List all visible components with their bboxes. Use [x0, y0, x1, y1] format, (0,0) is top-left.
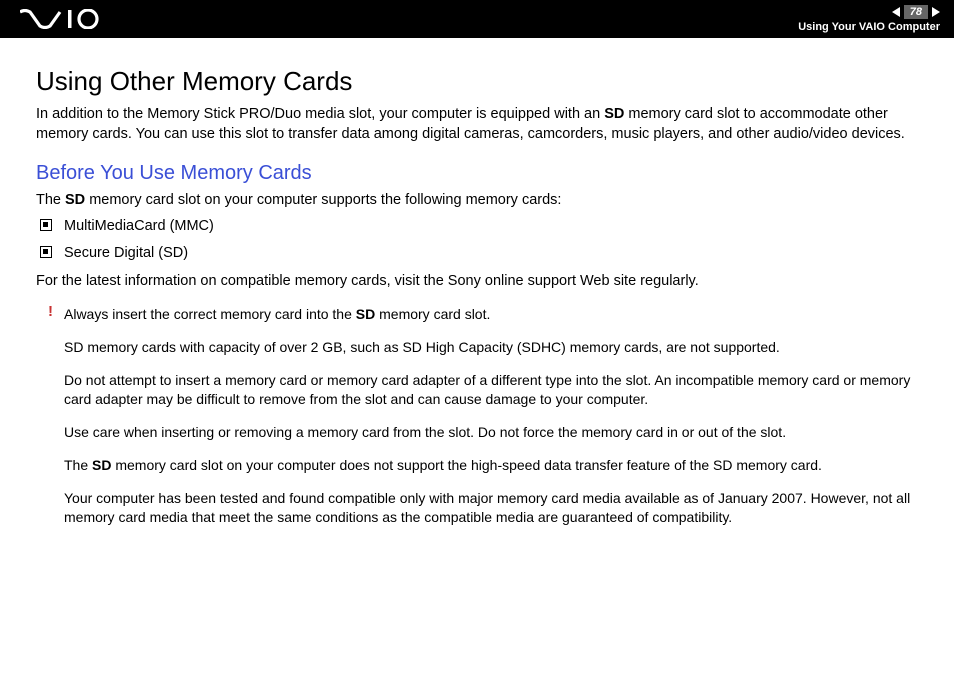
note-text: SD memory cards with capacity of over 2 … — [64, 338, 918, 357]
note-block: ! Always insert the correct memory card … — [36, 305, 918, 526]
bullet-list: MultiMediaCard (MMC) Secure Digital (SD) — [36, 217, 918, 266]
section-heading: Before You Use Memory Cards — [36, 162, 918, 185]
note-text: Always insert the correct memory card in… — [64, 305, 918, 324]
list-item-label: Secure Digital (SD) — [64, 244, 188, 264]
intro-paragraph: In addition to the Memory Stick PRO/Duo … — [36, 105, 918, 144]
breadcrumb: Using Your VAIO Computer — [798, 21, 940, 33]
list-item: Secure Digital (SD) — [36, 244, 918, 266]
list-item-label: MultiMediaCard (MMC) — [64, 217, 214, 237]
note-text: The SD memory card slot on your computer… — [64, 456, 918, 475]
warning-icon: ! — [48, 303, 53, 320]
latest-info-text: For the latest information on compatible… — [36, 272, 918, 292]
page-content: Using Other Memory Cards In addition to … — [0, 38, 954, 527]
note-text: Your computer has been tested and found … — [64, 489, 918, 527]
list-item: MultiMediaCard (MMC) — [36, 217, 918, 239]
next-page-arrow[interactable] — [932, 7, 940, 17]
page-header: 78 Using Your VAIO Computer — [0, 0, 954, 38]
supports-text: The SD memory card slot on your computer… — [36, 191, 918, 211]
vaio-logo — [20, 9, 116, 29]
note-text: Use care when inserting or removing a me… — [64, 423, 918, 442]
bullet-icon — [40, 219, 52, 231]
page-number: 78 — [904, 5, 928, 19]
page-title: Using Other Memory Cards — [36, 66, 918, 97]
header-right: 78 Using Your VAIO Computer — [798, 5, 940, 33]
note-text: Do not attempt to insert a memory card o… — [64, 371, 918, 409]
bullet-icon — [40, 246, 52, 258]
prev-page-arrow[interactable] — [892, 7, 900, 17]
page-nav: 78 — [892, 5, 940, 19]
